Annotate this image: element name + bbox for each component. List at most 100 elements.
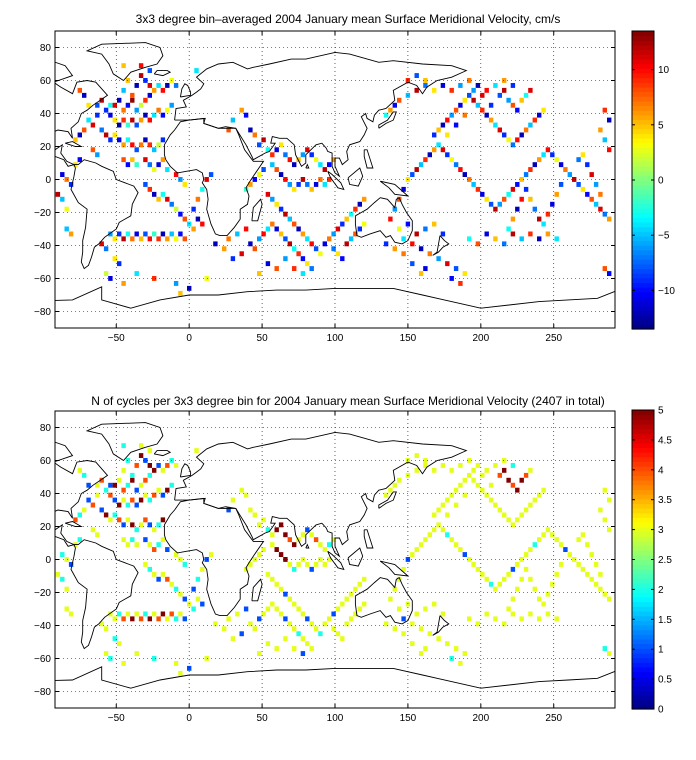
cycles-bin-cell [143,477,148,483]
velocity-bin-cell [510,83,516,88]
velocity-bin-cell [392,206,397,212]
cycles-bin-cell [340,601,345,607]
cycles-coastline [55,441,109,547]
velocity-bin-cell [309,241,314,247]
cycles-colorbar-label: 3 [658,525,664,536]
velocity-bin-cell [108,112,113,118]
cycles-bin-cell [82,472,87,478]
velocity-bin-cell [90,122,96,128]
cycles-bin-cell [147,448,152,453]
velocity-bin-cell [475,83,481,88]
velocity-bin-cell [292,221,297,227]
cycles-colorbar-segment [632,526,654,533]
cycles-bin-cell [257,651,262,656]
cycles-y-tick-label: −80 [34,687,51,698]
cycles-bin-cell [121,443,126,449]
velocity-bin-cell [558,182,564,187]
velocity-bin-cell [160,137,166,143]
cycles-bin-cell [410,552,415,557]
cycles-colorbar-segment [632,578,654,584]
cycles-bin-cell [327,542,332,548]
cycles-y-tick-label: 40 [40,489,52,500]
cycles-bin-cell [467,458,472,463]
cycles-bin-cell [173,616,179,622]
cycles-colorbar-segment [632,582,654,589]
velocity-bin-cell [156,142,161,148]
velocity-bin-cell [169,201,174,207]
velocity-colorbar-segment [632,170,654,176]
cycles-bin-cell [103,512,109,518]
velocity-bin-cell [173,206,179,212]
cycles-bin-cell [173,661,179,666]
velocity-bin-cell [248,241,253,247]
velocity-bin-cell [445,117,450,123]
velocity-bin-cell [103,107,109,113]
velocity-colorbar-segment [632,315,654,321]
cycles-bin-cell [576,537,581,543]
cycles-bin-cell [274,547,279,552]
velocity-bin-cell [327,177,332,182]
cycles-bin-cell [117,502,122,508]
velocity-bin-cell [357,201,362,207]
cycles-bin-cell [327,557,332,562]
cycles-bin-cell [523,566,529,572]
cycles-bin-cell [156,576,161,582]
velocity-bin-cell [453,266,459,271]
velocity-bin-cell [383,112,389,118]
velocity-bin-cell [401,186,406,192]
velocity-bin-cell [287,157,292,163]
velocity-colorbar-label: 0 [658,176,664,187]
velocity-bin-cell [502,241,507,247]
cycles-bin-cell [558,562,564,567]
cycles-bin-cell [125,611,131,617]
velocity-colorbar-segment [632,231,654,237]
cycles-x-tick-label: 50 [257,713,269,724]
velocity-bin-cell [462,271,467,276]
cycles-bin-cell [287,562,292,567]
velocity-bin-cell [423,266,428,271]
cycles-colorbar-segment [632,652,654,659]
velocity-bin-cell [99,241,104,247]
cycles-bin-cell [165,576,170,582]
velocity-bin-cell [160,157,166,163]
cycles-bin-cell [353,586,358,592]
cycles-bin-cell [309,532,314,538]
velocity-bin-cell [173,83,179,88]
cycles-colorbar-segment [632,522,654,528]
cycles-bin-cell [309,621,314,627]
velocity-bin-cell [274,201,279,207]
cycles-colorbar-segment [632,433,654,439]
velocity-colorbar-segment [632,203,654,209]
velocity-bin-cell [64,206,69,212]
velocity-bin-cell [130,97,135,103]
velocity-bin-cell [64,226,69,232]
velocity-bin-cell [405,221,411,227]
cycles-bin-cell [156,542,161,548]
cycles-bin-cell [532,497,537,503]
cycles-bin-cell [497,507,502,513]
velocity-bin-cell [506,97,511,103]
velocity-bin-cell [130,142,135,148]
velocity-colorbar-segment [632,86,654,93]
cycles-bin-cell [191,606,196,612]
cycles-coastline [85,422,164,461]
cycles-bin-cell [230,497,236,503]
cycles-bin-cell [532,542,537,548]
velocity-bin-cell [392,246,397,252]
cycles-bin-cell [528,467,533,473]
cycles-bin-cell [510,522,516,528]
velocity-colorbar-segment [632,138,654,144]
cycles-bin-cell [195,576,201,582]
cycles-bin-cell [82,507,87,513]
cycles-bin-cell [344,621,349,627]
cycles-bin-cell [440,463,446,468]
velocity-bin-cell [427,251,432,257]
velocity-bin-cell [60,172,65,177]
velocity-bin-cell [292,246,297,252]
bottom-chart-title: N of cycles per 3x3 degree bin for 2004 … [91,394,605,408]
cycles-colorbar-segment [632,452,654,458]
cycles-colorbar-segment [632,680,654,687]
velocity-bin-cell [278,172,284,177]
velocity-x-tick-label: −50 [108,333,125,344]
velocity-bin-cell [134,162,139,168]
